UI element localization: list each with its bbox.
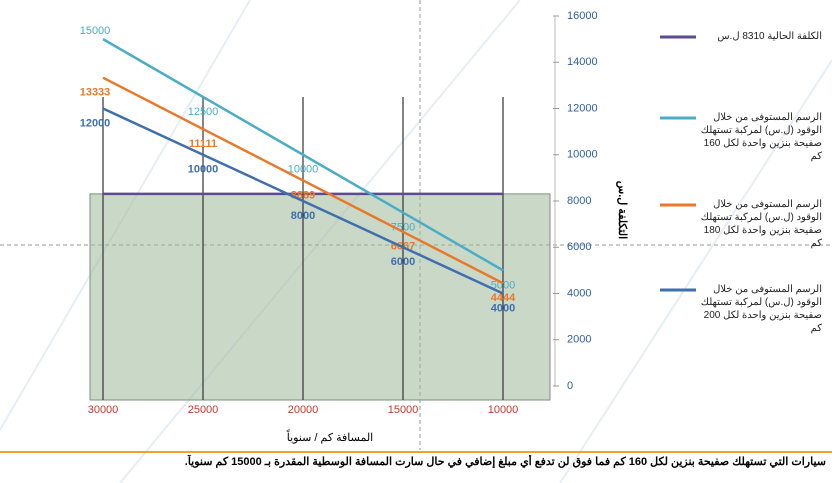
- y-tick-label: 6000: [567, 241, 591, 253]
- y-axis-label: التكلفة ل.س: [616, 181, 628, 239]
- y-tick-label: 10000: [567, 149, 598, 161]
- area: [89, 193, 551, 401]
- series-line: [102, 107, 504, 295]
- data-label: 13333: [80, 87, 111, 99]
- legend-entry: الرسم المستوفى من خلال الوقود (ل.س) لمرك…: [700, 112, 822, 162]
- x-axis-label: المسافة كم / سنوياً: [287, 428, 374, 443]
- legend-entry: الرسم المستوفى من خلال الوقود (ل.س) لمرك…: [700, 284, 822, 334]
- x-tick-label: 20000: [288, 404, 319, 416]
- y-tick-label: 12000: [567, 102, 598, 114]
- data-label: 7500: [391, 221, 415, 233]
- y-tick-label: 0: [567, 380, 573, 392]
- x-tick-label: 25000: [188, 404, 219, 416]
- series-line: [102, 76, 504, 285]
- x-tick-label: 10000: [488, 404, 519, 416]
- y-tick-label: 2000: [567, 334, 591, 346]
- data-label: 8889: [291, 189, 315, 201]
- legend-entry: الرسم المستوفى من خلال الوقود (ل.س) لمرك…: [700, 199, 822, 249]
- data-label: 12000: [80, 117, 111, 129]
- data-label: 11111: [189, 138, 217, 150]
- data-label: 5000: [491, 279, 515, 291]
- y-tick-label: 4000: [567, 287, 591, 299]
- data-label: 12500: [188, 106, 219, 118]
- x-tick-label: 15000: [388, 404, 419, 416]
- data-label: 4444: [491, 292, 516, 304]
- y-tick-label: 16000: [567, 10, 598, 22]
- data-label: 10000: [288, 164, 319, 176]
- data-label: 15000: [80, 25, 111, 37]
- data-label: 10000: [188, 164, 219, 176]
- legend-entry: الكلفة الحالية 8310 ل.س: [717, 31, 822, 42]
- series-line: [102, 38, 504, 272]
- data-label: 4000: [491, 302, 515, 314]
- x-tick-label: 30000: [88, 404, 119, 416]
- data-label: 6000: [391, 256, 415, 268]
- caption: سيارات التي تستهلك صفيحة بنزين لكل 160 ك…: [184, 456, 826, 468]
- data-label: 8000: [291, 210, 315, 222]
- y-tick-label: 14000: [567, 56, 598, 68]
- y-tick-label: 8000: [567, 195, 591, 207]
